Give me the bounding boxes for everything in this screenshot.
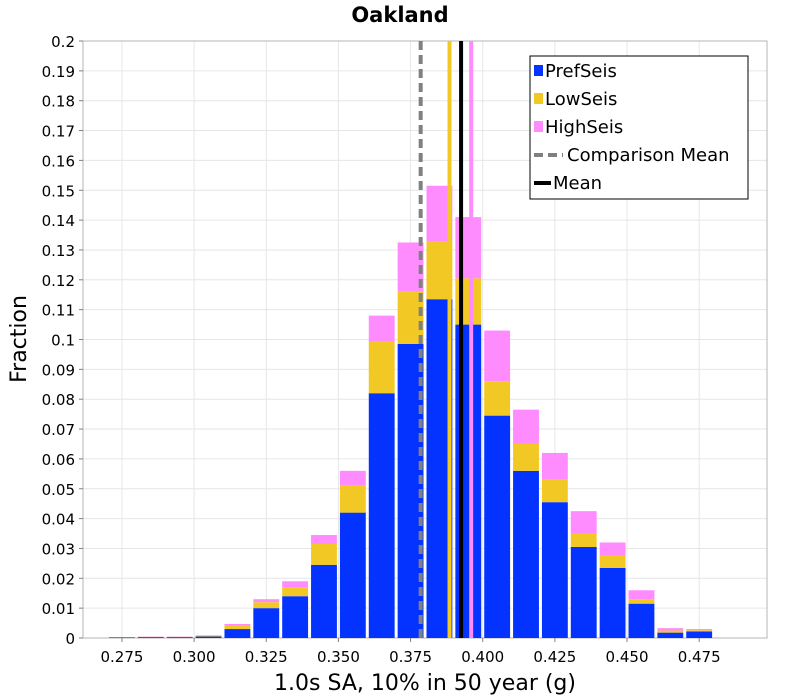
bar-segment-prefseis	[484, 415, 511, 638]
bar-segment-prefseis	[224, 629, 251, 638]
y-tick-label: 0.04	[42, 511, 75, 529]
bar-segment-prefseis	[109, 637, 135, 638]
y-tick-label: 0.11	[42, 302, 75, 320]
bar-segment-lowseis	[484, 381, 511, 416]
x-tick-label: 0.325	[245, 648, 288, 666]
y-tick-label: 0.18	[42, 93, 75, 111]
bar-segment-lowseis	[224, 625, 251, 630]
y-tick-label: 0.09	[42, 361, 75, 379]
bar-segment-lowseis	[570, 533, 597, 547]
reference-lines	[418, 41, 474, 638]
y-tick-label: 0.03	[42, 540, 75, 558]
bar-segment-highseis	[484, 330, 511, 382]
bar-segment-prefseis	[253, 608, 280, 638]
y-tick-label: 0.13	[42, 242, 75, 260]
bar-segment-prefseis	[657, 632, 684, 638]
bar-segment-lowseis	[339, 485, 366, 513]
bar-segment-highseis	[368, 315, 395, 341]
y-tick-label: 0.2	[51, 33, 75, 51]
bar-segment-highseis	[253, 599, 280, 603]
legend-label: Comparison Mean	[567, 145, 730, 166]
x-tick-label: 0.450	[606, 648, 649, 666]
bar-segment-prefseis	[686, 631, 713, 638]
bar-segment-highseis	[282, 581, 309, 588]
y-tick-label: 0.15	[42, 182, 75, 200]
bar-segment-highseis	[541, 452, 568, 480]
bar-segment-prefseis	[282, 596, 309, 638]
legend-swatch-prefseis	[534, 65, 543, 76]
x-tick-label: 0.275	[100, 648, 143, 666]
y-axis-label: Fraction	[7, 295, 32, 383]
y-tick-label: 0.1	[51, 332, 75, 350]
bar-segment-lowseis	[253, 602, 280, 609]
bar-segment-lowseis	[282, 587, 309, 597]
legend-swatch-lowseis	[534, 93, 543, 104]
x-tick-label: 0.375	[389, 648, 432, 666]
x-tick-label: 0.300	[173, 648, 216, 666]
bar-segment-lowseis	[599, 555, 626, 568]
y-tick-label: 0.05	[42, 481, 75, 499]
chart-title: Oakland	[351, 3, 448, 27]
bar-segment-prefseis	[137, 637, 164, 638]
x-tick-label: 0.400	[461, 648, 504, 666]
y-tick-label: 0.07	[42, 421, 75, 439]
legend-label: Mean	[553, 173, 602, 194]
x-tick-label: 0.475	[678, 648, 721, 666]
y-tick-label: 0.16	[42, 152, 75, 170]
bar-segment-prefseis	[570, 546, 597, 638]
y-tick-label: 0.12	[42, 272, 75, 290]
bar-segment-prefseis	[513, 470, 539, 638]
bar-segment-highseis	[224, 623, 251, 626]
y-tick-label: 0.14	[42, 212, 75, 230]
bar-segment-lowseis	[368, 340, 395, 394]
bar-segment-highseis	[513, 409, 539, 444]
bar-segment-prefseis	[166, 637, 193, 638]
bar-segment-prefseis	[368, 393, 395, 638]
bar-segment-lowseis	[513, 443, 539, 471]
legend-label: PrefSeis	[545, 61, 617, 82]
legend-label: HighSeis	[545, 117, 623, 138]
bar-segment-lowseis	[628, 599, 655, 604]
x-axis-label: 1.0s SA, 10% in 50 year (g)	[274, 671, 576, 696]
bar-segment-highseis	[311, 535, 337, 544]
legend-box	[529, 55, 749, 200]
y-tick-label: 0.08	[42, 391, 75, 409]
y-tick-label: 0.19	[42, 63, 75, 81]
bar-segment-highseis	[339, 470, 366, 486]
x-tick-label: 0.350	[317, 648, 360, 666]
legend-label: LowSeis	[545, 89, 617, 110]
bar-segment-lowseis	[311, 543, 337, 565]
bar-segment-prefseis	[311, 564, 337, 638]
bar-segment-highseis	[195, 635, 222, 636]
y-tick-label: 0.17	[42, 123, 75, 141]
bar-segment-highseis	[686, 629, 713, 631]
bar-segment-prefseis	[195, 636, 222, 638]
y-tick-label: 0.01	[42, 600, 75, 618]
bar-segment-highseis	[628, 590, 655, 600]
bar-segment-prefseis	[339, 512, 366, 638]
bar-segment-highseis	[570, 511, 597, 534]
bar-segment-lowseis	[195, 635, 222, 637]
x-axis-ticks: 0.275 0.300 0.325 0.350 0.375 0.400 0.425 0.450…	[100, 638, 721, 666]
legend-entries: PrefSeis LowSeis HighSeis Comparison Mean Me…	[534, 61, 730, 194]
bar-segment-lowseis	[657, 630, 684, 633]
y-tick-label: 0	[65, 630, 75, 648]
legend-swatch-highseis	[534, 121, 543, 132]
bar-segment-lowseis	[686, 630, 713, 632]
y-tick-label: 0.06	[42, 451, 75, 469]
bar-segment-highseis	[599, 542, 626, 556]
bar-segment-prefseis	[541, 502, 568, 638]
bar-segment-highseis	[657, 628, 684, 631]
y-tick-label: 0.02	[42, 570, 75, 588]
bar-segment-lowseis	[541, 479, 568, 503]
legend: PrefSeis LowSeis HighSeis Comparison Mean Me…	[529, 55, 749, 200]
y-axis-ticks: 0 0.01 0.02 0.03 0.04 0.05 0.06 0.07 0.08 0.09 0.1…	[42, 33, 83, 648]
bar-segment-prefseis	[628, 603, 655, 638]
bar-segment-prefseis	[599, 567, 626, 638]
x-tick-label: 0.425	[533, 648, 576, 666]
